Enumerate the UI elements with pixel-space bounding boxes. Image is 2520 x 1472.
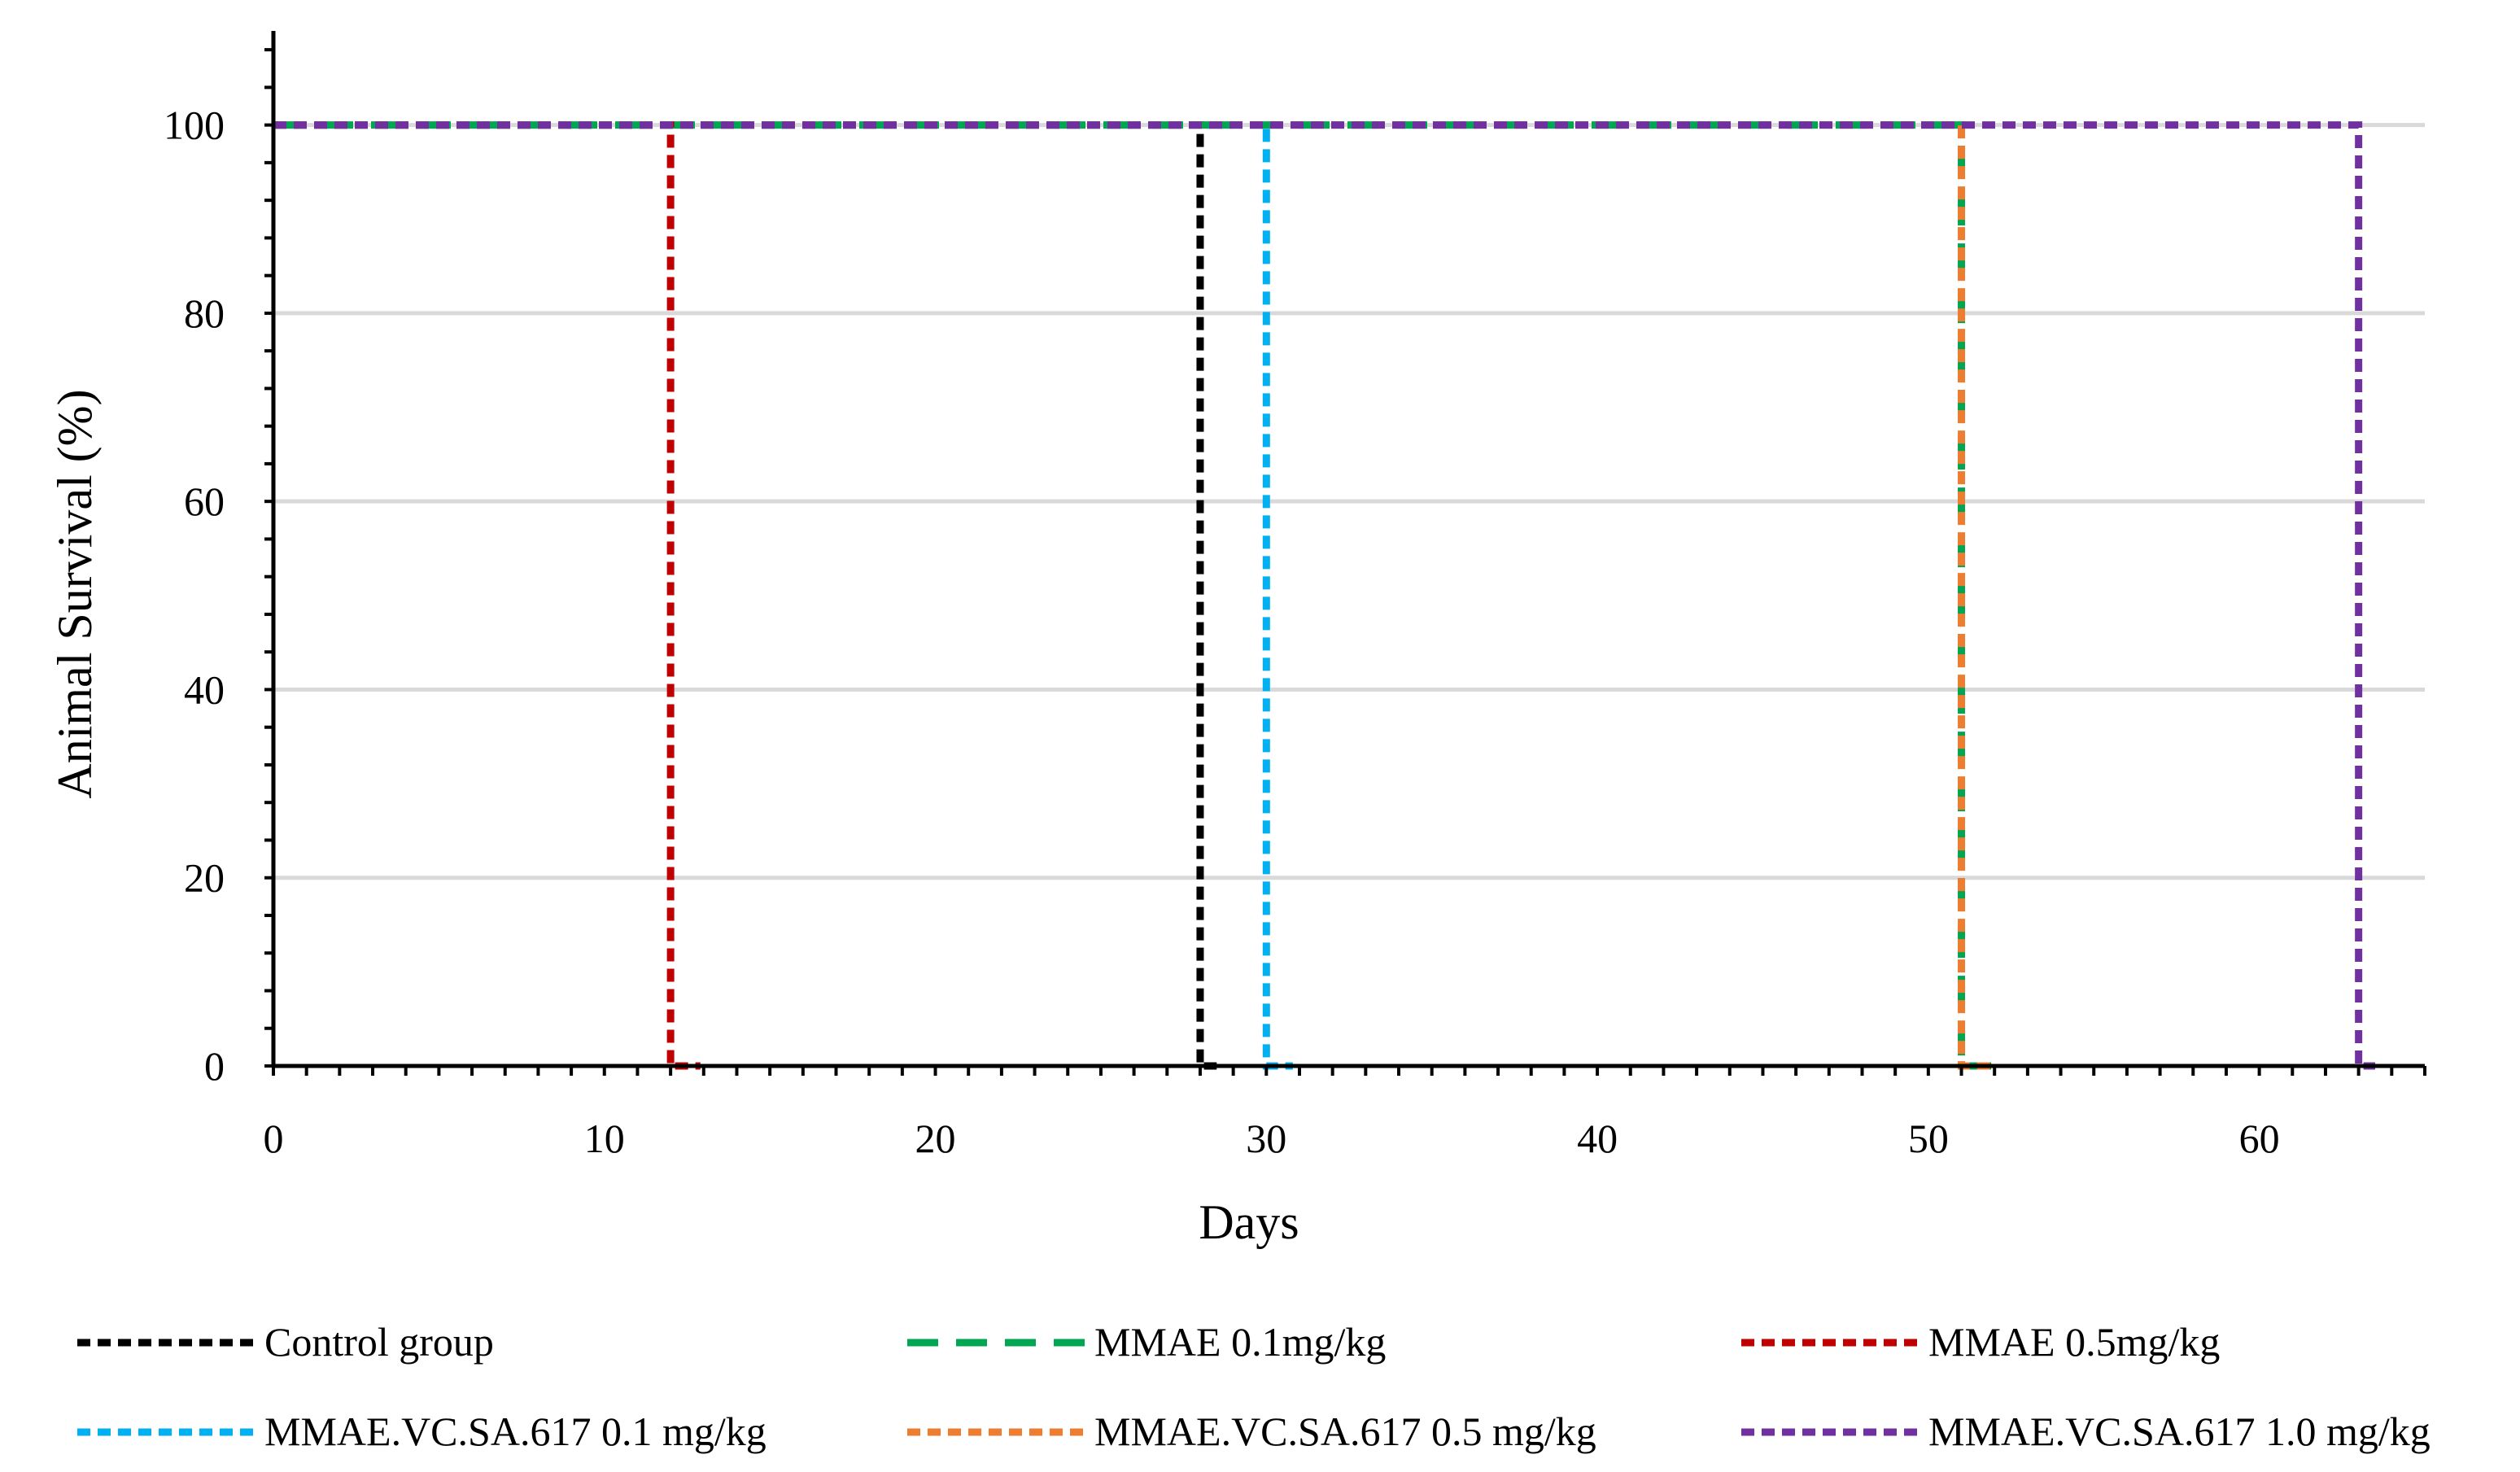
- y-axis-title: Animal Survival (%): [48, 389, 102, 798]
- x-tick-label: 50: [1908, 1116, 1949, 1161]
- gridlines: [273, 123, 2425, 880]
- legend-label-5: MMAE.VC.SA.617 0.5 mg/kg: [1094, 1409, 1596, 1454]
- y-tick-label: 40: [184, 666, 225, 712]
- legend-label-3: MMAE 0.5mg/kg: [1928, 1319, 2220, 1365]
- axes: [264, 31, 2426, 1076]
- y-tick-label: 100: [164, 103, 225, 148]
- y-tick-label: 20: [184, 855, 225, 901]
- series-line-4: [273, 121, 1293, 1070]
- legend-label-1: Control group: [264, 1319, 494, 1365]
- legend-label-6: MMAE.VC.SA.617 1.0 mg/kg: [1928, 1409, 2430, 1454]
- series-line-2: [273, 121, 1992, 1070]
- y-tick-label: 80: [184, 290, 225, 336]
- series-line-1: [273, 121, 1217, 1070]
- legend: Control group MMAE 0.1mg/kg MMAE 0.5mg/kg M…: [77, 1319, 2430, 1454]
- x-axis-title: Days: [1199, 1195, 1299, 1249]
- series-line-6: [273, 121, 2375, 1070]
- series-line-3: [273, 121, 701, 1070]
- series-line-5: [273, 121, 1992, 1070]
- x-tick-label: 20: [915, 1116, 956, 1161]
- x-tick-label: 0: [264, 1116, 284, 1161]
- tick-labels: 0 20 40 60 80 100 0 10 20 30 40 50 60: [164, 103, 2280, 1161]
- x-tick-label: 10: [584, 1116, 625, 1161]
- series-lines: [273, 121, 2375, 1070]
- legend-label-2: MMAE 0.1mg/kg: [1094, 1319, 1386, 1365]
- x-tick-label: 30: [1246, 1116, 1286, 1161]
- y-tick-label: 60: [184, 478, 225, 524]
- x-tick-label: 60: [2239, 1116, 2280, 1161]
- y-tick-label: 0: [204, 1043, 225, 1089]
- legend-label-4: MMAE.VC.SA.617 0.1 mg/kg: [264, 1409, 766, 1454]
- x-tick-label: 40: [1577, 1116, 1618, 1161]
